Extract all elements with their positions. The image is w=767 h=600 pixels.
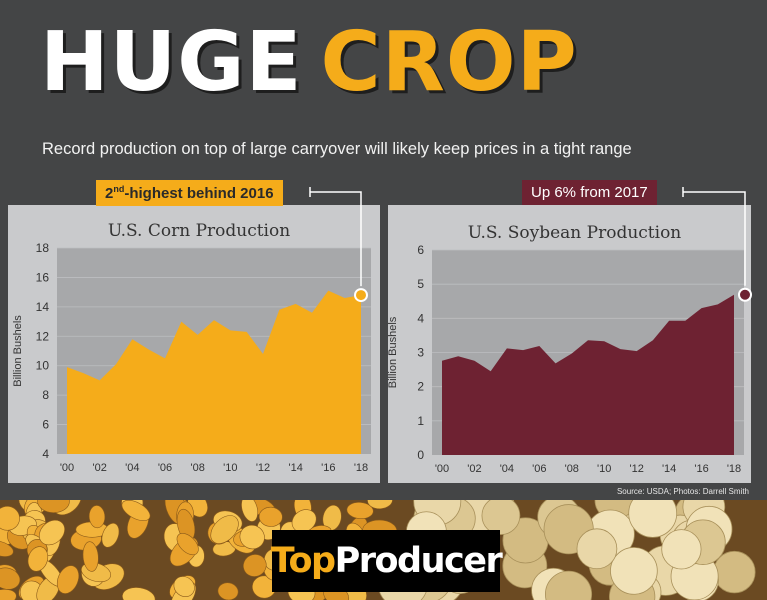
x-tick-label: '08 (565, 463, 579, 475)
x-tick-label: '14 (288, 462, 302, 474)
x-tick-label: '02 (92, 462, 106, 474)
corn-kernel (0, 505, 20, 531)
corn-kernel (122, 587, 156, 600)
corn-kernel (176, 533, 199, 556)
soybean (661, 529, 702, 570)
corn-callout-badge: 2nd-highest behind 2016 (96, 180, 283, 206)
x-tick-label: '10 (223, 462, 237, 474)
corn-kernel (39, 519, 65, 546)
y-tick-label: 0 (417, 448, 424, 462)
soybean (713, 550, 756, 594)
x-tick-label: '18 (354, 462, 368, 474)
soybean (544, 570, 593, 600)
corn-kernel (0, 589, 17, 600)
x-tick-label: '00 (60, 462, 74, 474)
source-credit: Source: USDA; Photos: Darrell Smith (616, 487, 749, 496)
corn-kernel (37, 500, 70, 513)
x-tick-label: '08 (190, 462, 204, 474)
y-axis-label-corn: Billion Bushels (12, 315, 24, 387)
soybean (576, 528, 618, 570)
chart-title-soy: U.S. Soybean Production (468, 223, 682, 243)
y-tick-label: 6 (417, 243, 424, 257)
x-tick-label: '10 (597, 463, 611, 475)
title-word-huge: HUGE (40, 15, 303, 110)
x-tick-label: '04 (125, 462, 139, 474)
x-tick-label: '18 (727, 463, 741, 475)
y-tick-label: 12 (36, 329, 50, 343)
x-tick-label: '06 (158, 462, 172, 474)
y-tick-label: 3 (417, 346, 424, 360)
y-tick-label: 14 (36, 300, 50, 314)
corn-kernel (346, 502, 374, 519)
x-tick-label: '02 (467, 463, 481, 475)
soybean (610, 547, 658, 595)
x-tick-label: '00 (435, 463, 449, 475)
corn-kernel (121, 500, 151, 521)
x-tick-label: '16 (321, 462, 335, 474)
chart-title-corn: U.S. Corn Production (108, 221, 290, 241)
corn-kernel (56, 565, 80, 594)
corn-kernel (82, 541, 99, 572)
highlight-point-soy (738, 287, 752, 302)
title-word-crop: CROP (320, 15, 578, 110)
x-tick-label: '12 (629, 463, 643, 475)
page-subtitle: Record production on top of large carryo… (42, 140, 632, 158)
x-tick-label: '04 (500, 463, 514, 475)
callout-line-corn (310, 191, 362, 287)
y-tick-label: 1 (417, 414, 424, 428)
area-chart-corn: 4 6 8 10 12 14 16 18 '00 '02 '04 '06 '08 '10 '12 '14 '16… (8, 187, 380, 483)
y-tick-label: 16 (36, 270, 50, 284)
highlight-point-corn (354, 288, 368, 303)
callout-line-soy (683, 191, 746, 286)
soybean (628, 500, 678, 538)
corn-kernel (88, 505, 106, 529)
y-tick-label: 10 (36, 359, 50, 373)
soy-callout-badge: Up 6% from 2017 (522, 180, 657, 205)
top-producer-logo: Top Producer (271, 530, 503, 592)
corn-kernel (367, 500, 393, 510)
corn-kernel (258, 506, 283, 527)
y-tick-label: 8 (42, 388, 49, 402)
area-series-soy (442, 294, 734, 455)
corn-kernel (291, 509, 317, 533)
y-tick-label: 5 (417, 277, 424, 291)
x-tick-label: '16 (694, 463, 708, 475)
corn-kernel (210, 515, 239, 544)
corn-kernel (239, 524, 265, 550)
x-tick-label: '12 (256, 462, 270, 474)
x-tick-label: '14 (662, 463, 676, 475)
y-tick-label: 6 (42, 418, 49, 432)
y-tick-label: 4 (417, 311, 424, 325)
corn-kernel (241, 500, 259, 522)
soybean (481, 500, 521, 535)
y-tick-label: 4 (42, 447, 49, 461)
y-tick-label: 2 (417, 380, 424, 394)
y-tick-label: 18 (36, 241, 50, 255)
page-title: HUGE CROP (40, 22, 578, 104)
y-axis-label-soy: Billion Bushels (387, 316, 399, 388)
corn-kernel (243, 554, 267, 577)
corn-kernel (173, 576, 195, 597)
x-tick-label: '06 (532, 463, 546, 475)
corn-kernel (101, 522, 120, 548)
corn-kernel (0, 540, 14, 557)
corn-kernel (0, 567, 21, 590)
charts-svg: 4681012141618'00'02'04'06'08'10'12'14'16… (8, 187, 752, 483)
corn-kernel (27, 546, 49, 572)
area-chart-soy: 0 1 2 3 4 5 6 '00 '02 '04 '06 '08 '10 '12 '14 '16 '18 U.S… (387, 187, 752, 483)
area-series-corn (67, 290, 361, 454)
